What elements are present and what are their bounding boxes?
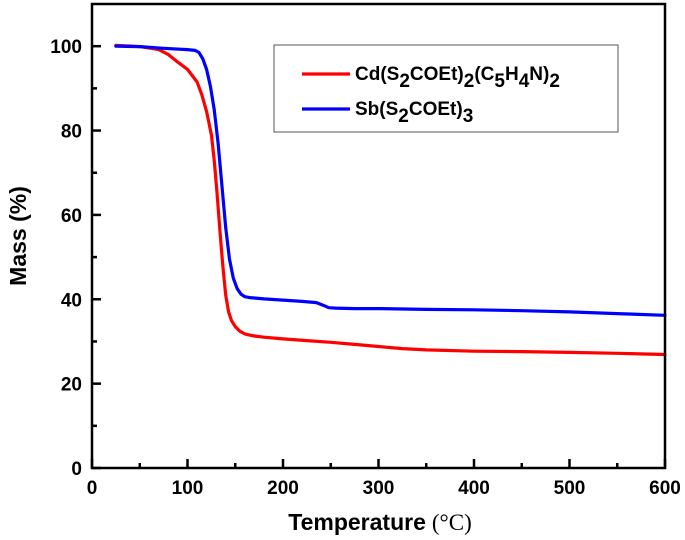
x-tick-label: 200 [267,478,299,499]
y-tick-label: 0 [71,459,82,480]
x-tick-label: 100 [172,478,204,499]
series-line-0 [114,43,667,357]
x-tick-label: 300 [363,478,395,499]
x-tick-label: 500 [554,478,586,499]
y-tick-label: 40 [61,290,82,311]
plot-lines [114,43,667,357]
legend-label-1: Sb(S2COEt)3 [355,99,473,127]
series-line-1 [114,44,667,317]
x-tick-label: 400 [458,478,490,499]
y-tick-label: 20 [61,375,82,396]
x-tick-label: 600 [649,478,681,499]
legend: Cd(S2COEt)2(C5H4N)2 Sb(S2COEt)3 [273,44,619,133]
y-tick-label: 80 [61,122,82,143]
legend-label-0: Cd(S2COEt)2(C5H4N)2 [355,64,560,92]
x-axis-ticks: 0 100 200 300 400 500 600 [87,459,681,499]
y-tick-label: 60 [61,206,82,227]
y-axis-title: Mass (%) [5,186,31,286]
x-tick-label: 0 [87,478,98,499]
y-tick-label: 100 [50,37,82,58]
legend-box [273,44,619,133]
x-axis-title: Temperature (°C) [288,509,471,535]
y-axis-ticks: 0 20 40 60 80 100 [50,37,101,480]
